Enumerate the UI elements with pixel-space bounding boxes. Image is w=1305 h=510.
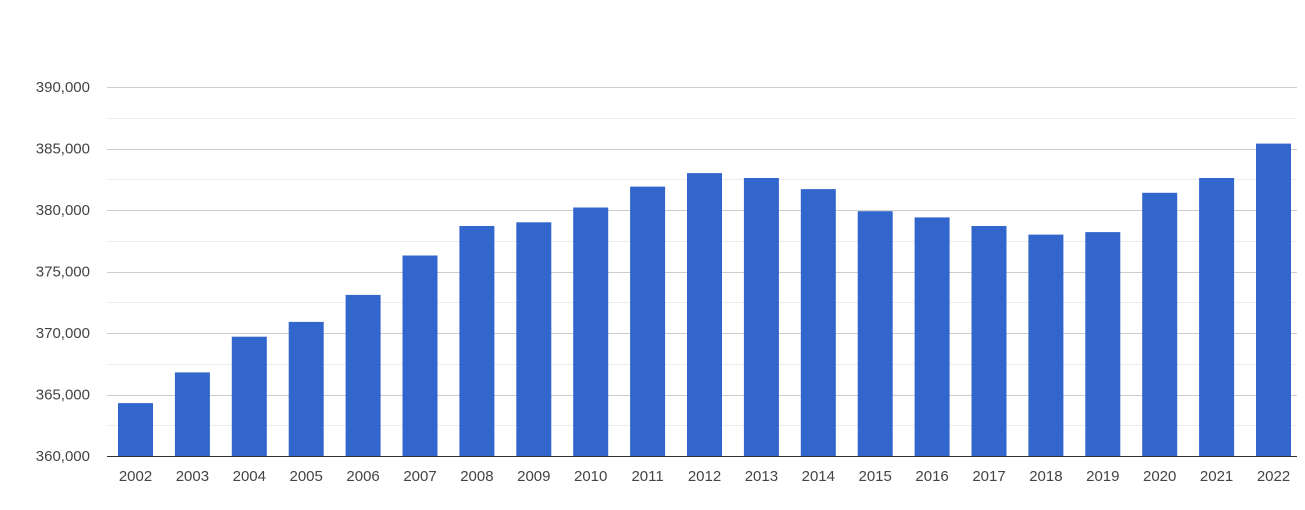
x-tick-label: 2015 xyxy=(859,468,892,485)
bar-2016[interactable] xyxy=(914,217,950,456)
bar-2015[interactable] xyxy=(857,211,893,456)
bar-2011[interactable] xyxy=(630,186,666,456)
y-tick-label: 385,000 xyxy=(36,141,90,158)
bar-2010[interactable] xyxy=(573,207,609,457)
bar-2022[interactable] xyxy=(1256,143,1291,456)
y-tick-label: 375,000 xyxy=(36,264,90,281)
bar-2020[interactable] xyxy=(1142,192,1178,457)
bar-2007[interactable] xyxy=(402,255,438,457)
x-axis-tick-labels: 2002 2003 2004 2005 2006 2007 2008 2009 2010 2011… xyxy=(119,468,1290,485)
y-tick-label: 365,000 xyxy=(36,387,90,404)
y-tick-label: 380,000 xyxy=(36,202,90,219)
bar-2008[interactable] xyxy=(459,226,495,456)
y-tick-label: 390,000 xyxy=(36,79,90,96)
x-tick-label: 2019 xyxy=(1086,468,1119,485)
x-tick-label: 2010 xyxy=(574,468,607,485)
bar-2014[interactable] xyxy=(800,189,836,456)
y-tick-label: 360,000 xyxy=(36,448,90,465)
bar-2003[interactable] xyxy=(174,372,210,456)
x-tick-label: 2016 xyxy=(915,468,948,485)
x-tick-label: 2003 xyxy=(176,468,209,485)
y-axis-tick-labels: 360,000 365,000 370,000 375,000 380,000 385,0… xyxy=(36,79,90,465)
x-tick-label: 2017 xyxy=(972,468,1005,485)
x-tick-label: 2004 xyxy=(233,468,266,485)
x-tick-label: 2012 xyxy=(688,468,721,485)
bar-2013[interactable] xyxy=(743,178,779,456)
x-tick-label: 2022 xyxy=(1257,468,1290,485)
x-tick-label: 2007 xyxy=(403,468,436,485)
x-tick-label: 2018 xyxy=(1029,468,1062,485)
x-tick-label: 2002 xyxy=(119,468,152,485)
bar-2009[interactable] xyxy=(516,222,552,456)
x-tick-label: 2014 xyxy=(802,468,835,485)
bar-2021[interactable] xyxy=(1199,178,1235,456)
x-tick-label: 2011 xyxy=(631,468,663,485)
bar-2018[interactable] xyxy=(1028,234,1064,456)
bars xyxy=(107,143,1297,457)
bar-2012[interactable] xyxy=(687,173,722,456)
y-tick-label: 370,000 xyxy=(36,325,90,342)
bar-2004[interactable] xyxy=(231,336,267,456)
bar-2019[interactable] xyxy=(1085,232,1121,456)
x-tick-label: 2008 xyxy=(460,468,493,485)
x-tick-label: 2021 xyxy=(1200,468,1233,485)
bar-2017[interactable] xyxy=(971,226,1007,456)
x-tick-label: 2006 xyxy=(346,468,379,485)
bar-2005[interactable] xyxy=(288,321,324,456)
bar-2006[interactable] xyxy=(345,294,381,456)
x-tick-label: 2009 xyxy=(517,468,550,485)
x-tick-label: 2013 xyxy=(745,468,778,485)
bar-2002[interactable] xyxy=(118,403,153,456)
x-tick-label: 2005 xyxy=(290,468,323,485)
x-tick-label: 2020 xyxy=(1143,468,1176,485)
